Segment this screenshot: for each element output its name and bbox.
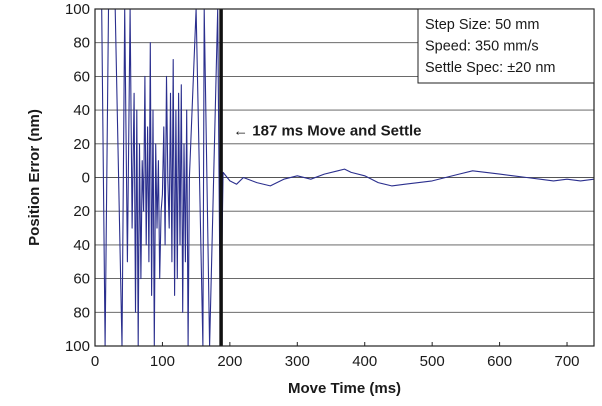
y-tick-label: 80 — [73, 35, 90, 52]
legend-speed: Speed: 350 mm/s — [425, 39, 539, 55]
x-tick-label: 700 — [555, 353, 580, 370]
x-tick-label: 0 — [91, 353, 99, 370]
y-tick-label: 40 — [73, 237, 90, 254]
y-axis-ticks: 100 80 60 40 20 0 20 40 60 80 100 — [65, 1, 90, 355]
y-axis-label: Position Error (nm) — [26, 109, 43, 246]
x-axis-ticks: 0 100 200 300 400 500 600 700 — [91, 342, 580, 370]
x-tick-label: 500 — [420, 353, 445, 370]
series-line — [95, 9, 594, 346]
x-tick-label: 300 — [285, 353, 310, 370]
legend-settle-spec: Settle Spec: ±20 nm — [425, 60, 555, 76]
x-axis-label: Move Time (ms) — [288, 380, 401, 397]
y-tick-label: 20 — [73, 203, 90, 220]
settle-annotation: ← 187 ms Move and Settle — [233, 122, 421, 139]
y-tick-label: 80 — [73, 304, 90, 321]
y-tick-label: 100 — [65, 338, 90, 355]
legend-box: Step Size: 50 mm Speed: 350 mm/s Settle … — [417, 8, 595, 84]
series-group — [95, 9, 594, 346]
x-tick-label: 200 — [217, 353, 242, 370]
x-tick-label: 600 — [487, 353, 512, 370]
y-tick-label: 0 — [82, 170, 90, 187]
y-tick-label: 40 — [73, 102, 90, 119]
x-tick-label: 400 — [352, 353, 377, 370]
plot-area-frame — [94, 8, 595, 347]
y-tick-label: 60 — [73, 271, 90, 288]
y-tick-label: 60 — [73, 68, 90, 85]
legend-step-size: Step Size: 50 mm — [425, 17, 539, 33]
legend-frame — [417, 8, 595, 84]
x-tick-label: 100 — [150, 353, 175, 370]
y-tick-label: 100 — [65, 1, 90, 18]
y-tick-label: 20 — [73, 136, 90, 153]
